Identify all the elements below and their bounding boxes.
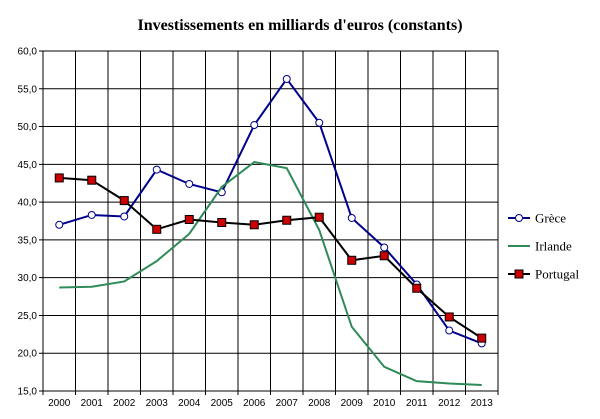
y-tick-label: 40,0 <box>18 198 38 209</box>
legend-label-grce: Grèce <box>535 211 566 226</box>
data-point-portugal <box>412 283 422 293</box>
x-tick-label: 2010 <box>373 398 396 409</box>
y-tick-label: 30,0 <box>18 273 38 284</box>
x-tick-label: 2008 <box>308 398 331 409</box>
legend-marker-grce <box>515 214 523 222</box>
data-point-portugal <box>184 214 194 224</box>
chart-title: Investissements en milliards d'euros (co… <box>137 17 462 34</box>
data-point-grce <box>347 213 356 222</box>
data-point-portugal <box>87 175 97 185</box>
data-point-portugal <box>347 255 357 265</box>
y-tick-label: 20,0 <box>18 349 38 360</box>
data-point-grce <box>282 74 291 83</box>
data-point-grce <box>120 212 129 221</box>
x-tick-label: 2000 <box>48 398 71 409</box>
series-line-portugal <box>59 176 483 339</box>
data-point-portugal <box>54 173 64 183</box>
y-tick-label: 35,0 <box>18 235 38 246</box>
data-point-portugal <box>314 212 324 222</box>
series-line-irlande <box>59 161 482 386</box>
data-point-grce <box>87 210 96 219</box>
legend-label-portugal: Portugal <box>535 267 579 282</box>
x-tick-label: 2006 <box>243 398 266 409</box>
data-point-portugal <box>379 251 389 261</box>
data-point-portugal <box>217 218 227 228</box>
legend-label-irlande: Irlande <box>535 239 572 254</box>
data-point-portugal <box>444 312 454 322</box>
data-point-portugal <box>152 224 162 234</box>
data-point-grce <box>315 118 324 127</box>
x-tick-label: 2003 <box>146 398 169 409</box>
y-tick-label: 50,0 <box>18 122 38 133</box>
x-tick-label: 2001 <box>81 398 104 409</box>
y-tick-label: 15,0 <box>18 387 38 398</box>
x-tick-label: 2002 <box>113 398 136 409</box>
legend-marker-portugal <box>514 269 524 279</box>
data-point-portugal <box>477 333 487 343</box>
x-tick-label: 2004 <box>178 398 201 409</box>
x-tick-label: 2011 <box>406 398 428 409</box>
data-point-portugal <box>119 196 129 206</box>
y-tick-label: 60,0 <box>18 47 38 58</box>
data-point-portugal <box>282 215 292 225</box>
x-tick-label: 2013 <box>471 398 494 409</box>
y-tick-label: 25,0 <box>18 311 38 322</box>
data-point-grce <box>250 121 259 130</box>
data-point-grce <box>445 326 454 335</box>
data-point-grce <box>55 220 64 229</box>
plot-area <box>54 74 487 386</box>
data-point-grce <box>152 165 161 174</box>
x-tick-label: 2005 <box>211 398 234 409</box>
plot-frame <box>42 50 499 392</box>
data-point-grce <box>185 179 194 188</box>
y-tick-label: 55,0 <box>18 84 38 95</box>
legend: Grèce Irlande Portugal <box>508 211 579 282</box>
data-point-portugal <box>249 220 259 230</box>
x-tick-label: 2009 <box>341 398 364 409</box>
data-point-grce <box>380 243 389 252</box>
x-tick-label: 2012 <box>438 398 461 409</box>
x-tick-label: 2007 <box>276 398 299 409</box>
series-line-grce <box>58 77 483 345</box>
y-tick-label: 45,0 <box>18 160 38 171</box>
axes: 60,0 55,0 50,0 45,0 40,0 35,0 30,0 25,0 20,0 15,0… <box>18 47 499 409</box>
